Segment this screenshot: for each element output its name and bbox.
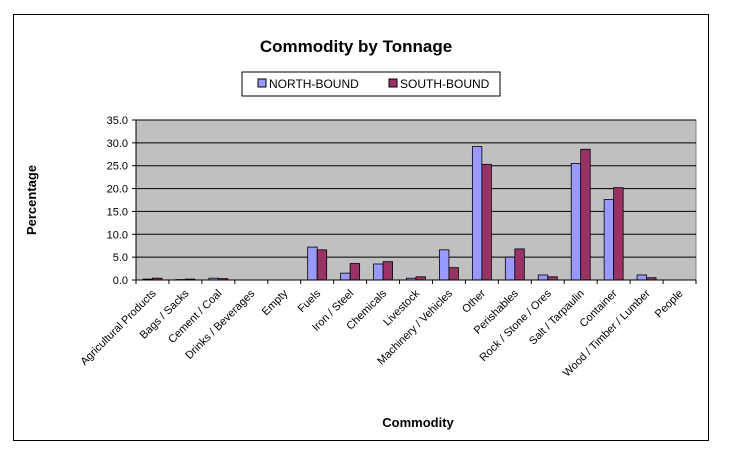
y-tick-label: 0.0 [113, 275, 128, 287]
bar-south-7 [382, 261, 393, 281]
bar-north-6 [340, 272, 351, 281]
bar-north-10 [471, 146, 483, 281]
x-axis-title: Commodity [382, 415, 454, 430]
x-tick-label: People [653, 288, 686, 321]
y-tick-label: 35.0 [107, 115, 128, 127]
x-tick-label: Empty [260, 287, 291, 318]
bar-south-10 [481, 163, 492, 281]
bar-south-14 [613, 187, 624, 281]
bar-north-9 [439, 249, 450, 281]
bar-north-15 [636, 274, 647, 281]
bar-north-13 [570, 163, 582, 281]
legend-box [241, 71, 501, 97]
bar-south-9 [448, 267, 459, 281]
y-tick-label: 30.0 [107, 138, 128, 150]
bar-south-13 [580, 148, 591, 281]
legend-label-south: SOUTH-BOUND [400, 77, 490, 91]
bar-south-6 [349, 263, 361, 281]
y-tick-label: 20.0 [107, 184, 128, 196]
y-tick-label: 10.0 [107, 229, 128, 241]
legend-swatch-north [257, 78, 267, 88]
y-axis-title: Percentage [24, 165, 39, 235]
bar-south-5 [316, 249, 328, 281]
bar-north-12 [537, 274, 549, 281]
y-tick-labels: 0.0 5.0 10.0 15.0 20.0 25.0 30.0 35.0 [107, 115, 136, 287]
bar-north-7 [373, 263, 384, 281]
y-tick-label: 5.0 [113, 252, 128, 264]
x-tick-label: Other [460, 287, 488, 315]
x-tick-label: Fuels [296, 287, 324, 315]
y-tick-label: 25.0 [107, 161, 128, 173]
chart-title: Commodity by Tonnage [260, 37, 452, 56]
gridlines [136, 119, 696, 258]
y-tick-label: 15.0 [107, 206, 128, 218]
bar-north-14 [603, 199, 615, 281]
legend-label-north: NORTH-BOUND [269, 77, 359, 91]
bar-north-5 [307, 246, 318, 281]
legend-swatch-south [388, 78, 398, 88]
legend: NORTH-BOUND SOUTH-BOUND [241, 71, 501, 97]
bar-south-11 [514, 248, 525, 281]
bar-north-11 [504, 256, 516, 281]
